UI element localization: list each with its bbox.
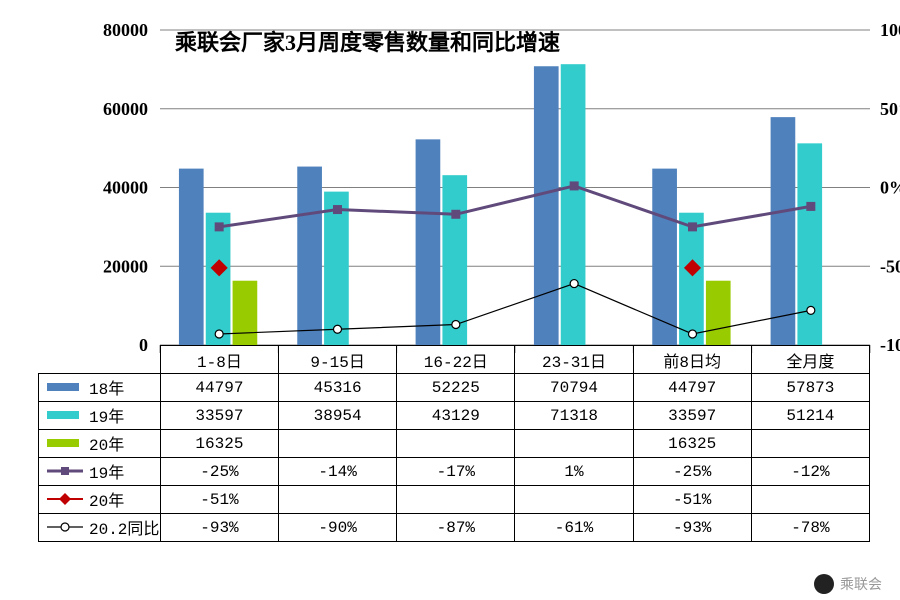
data-cell: 43129 [397,402,515,430]
legend-label: 20年 [89,493,124,511]
svg-text:-100%: -100% [880,335,900,355]
category-header: 1-8日 [160,346,278,374]
data-cell: 33597 [633,402,751,430]
data-cell: -12% [751,458,869,486]
data-cell: -17% [397,458,515,486]
data-cell: 45316 [279,374,397,402]
legend-cell: 20年 [39,430,161,458]
category-header: 9-15日 [279,346,397,374]
data-cell: 44797 [160,374,278,402]
data-cell: -93% [160,514,278,542]
data-cell: 16325 [160,430,278,458]
data-cell [515,430,633,458]
data-cell [279,430,397,458]
svg-text:50%: 50% [880,99,900,119]
data-cell [397,430,515,458]
data-cell: 33597 [160,402,278,430]
legend-label: 20.2同比 [89,521,159,539]
data-cell: -78% [751,514,869,542]
category-header: 全月度 [751,346,869,374]
marker-circle [689,330,697,338]
data-cell [515,486,633,514]
data-cell [397,486,515,514]
data-cell: 51214 [751,402,869,430]
svg-text:60000: 60000 [103,99,148,119]
data-cell: 1% [515,458,633,486]
bar [534,66,559,345]
legend-cell: 19年 [39,402,161,430]
bar [233,281,258,345]
data-cell: -14% [279,458,397,486]
marker-circle [452,321,460,329]
marker-square [688,222,697,231]
svg-text:100%: 100% [880,20,900,40]
data-cell: -90% [279,514,397,542]
marker-square [215,222,224,231]
legend-cell: 20年 [39,486,161,514]
bar [442,175,467,345]
marker-circle [570,280,578,288]
data-cell: -51% [160,486,278,514]
svg-text:0%: 0% [880,178,900,198]
data-cell: -61% [515,514,633,542]
data-cell [751,486,869,514]
watermark: 乘联会 [814,574,882,594]
bar [706,281,731,345]
data-cell: 16325 [633,430,751,458]
data-cell: 44797 [633,374,751,402]
marker-square [570,181,579,190]
svg-text:80000: 80000 [103,20,148,40]
bar [297,167,322,345]
legend-label: 19年 [89,409,124,427]
legend-label: 18年 [89,381,124,399]
data-cell: 52225 [397,374,515,402]
data-cell: -25% [160,458,278,486]
chart-title: 乘联会厂家3月周度零售数量和同比增速 [174,30,560,55]
data-cell: -87% [397,514,515,542]
marker-circle [215,330,223,338]
svg-text:-50%: -50% [880,256,900,276]
category-header: 前8日均 [633,346,751,374]
marker-circle [334,325,342,333]
legend-cell: 19年 [39,458,161,486]
category-header: 23-31日 [515,346,633,374]
legend-cell: 18年 [39,374,161,402]
data-cell: 57873 [751,374,869,402]
legend-label: 20年 [89,437,124,455]
data-cell: -25% [633,458,751,486]
bar [179,169,204,345]
data-cell: -93% [633,514,751,542]
data-cell [751,430,869,458]
data-cell [279,486,397,514]
bar [561,64,586,345]
bar [679,213,704,345]
category-header: 16-22日 [397,346,515,374]
bar [324,192,349,345]
svg-text:20000: 20000 [103,256,148,276]
data-cell: 38954 [279,402,397,430]
data-cell: 70794 [515,374,633,402]
watermark-text: 乘联会 [840,574,882,594]
svg-text:40000: 40000 [103,178,148,198]
marker-square [333,205,342,214]
marker-square [451,210,460,219]
bar [416,139,441,345]
logo-icon [814,574,834,594]
data-cell: -51% [633,486,751,514]
legend-header [39,346,161,374]
legend-label: 19年 [89,465,124,483]
bar [771,117,796,345]
marker-circle [807,306,815,314]
data-cell: 71318 [515,402,633,430]
marker-square [806,202,815,211]
legend-cell: 20.2同比 [39,514,161,542]
bar [206,213,231,345]
